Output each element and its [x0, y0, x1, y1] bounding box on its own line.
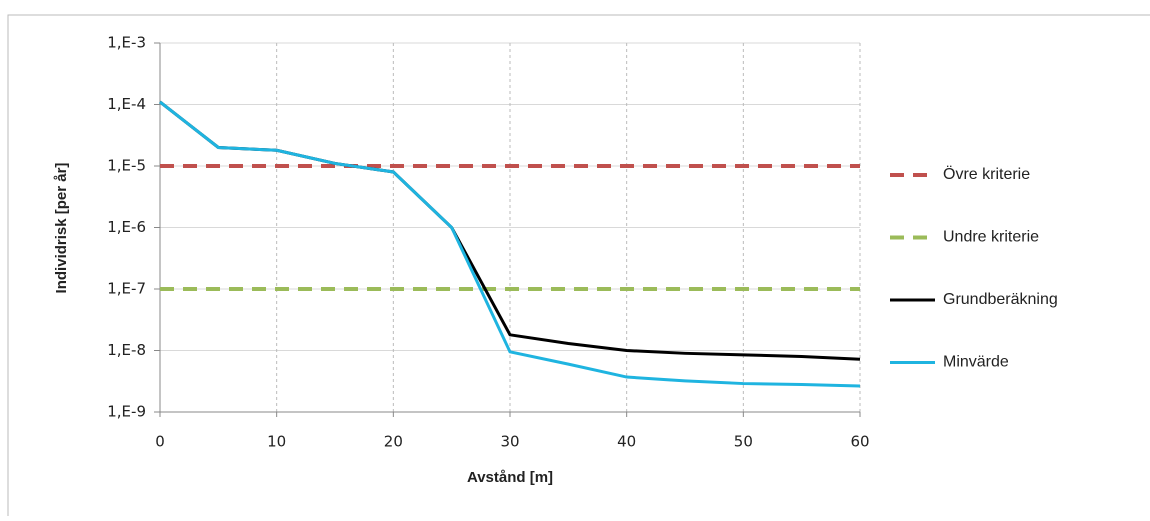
legend-label: Grundberäkning [943, 291, 1058, 308]
y-axis-title: Individrisk [per år] [53, 163, 70, 294]
x-tick-label: 0 [155, 433, 165, 451]
frame [7, 14, 1150, 521]
y-tick-label: 1,E-7 [107, 280, 146, 298]
x-tick-label: 60 [850, 433, 869, 451]
x-tick-label: 20 [384, 433, 403, 451]
y-tick-label: 1,E-9 [107, 403, 146, 421]
y-tick-label: 1,E-8 [107, 341, 146, 359]
legend-label: Undre kriterie [943, 229, 1039, 246]
y-tick-label: 1,E-6 [107, 218, 146, 236]
x-axis-title: Avstånd [m] [467, 469, 553, 486]
legend-label: Övre kriterie [943, 165, 1030, 183]
series-line [159, 100, 861, 388]
y-tick-label: 1,E-4 [107, 95, 146, 113]
x-tick-label: 10 [267, 433, 286, 451]
x-tick-label: 30 [500, 433, 519, 451]
y-tick-label: 1,E-3 [107, 34, 146, 52]
x-tick-label: 50 [734, 433, 753, 451]
x-tick-label: 40 [617, 433, 636, 451]
y-tick-label: 1,E-5 [107, 157, 146, 175]
legend-label: Minvärde [943, 354, 1009, 371]
